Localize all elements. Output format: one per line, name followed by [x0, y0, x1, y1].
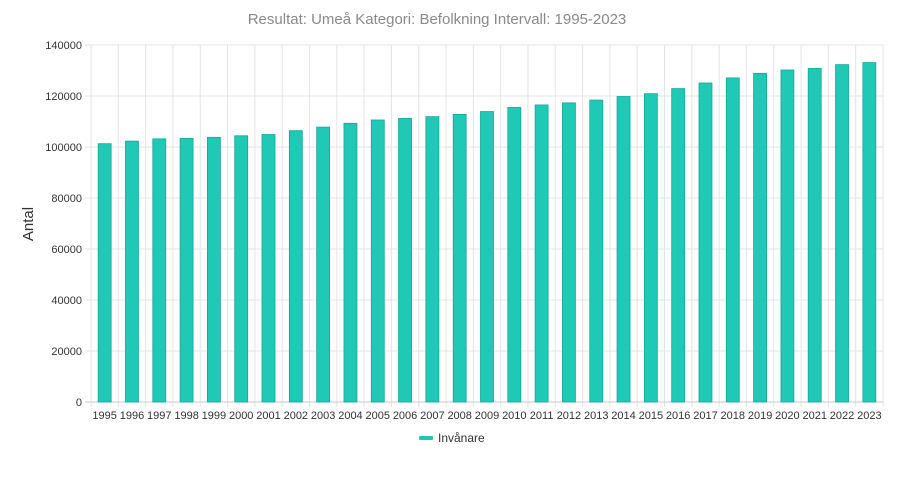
x-tick-label: 1996: [120, 410, 144, 422]
x-tick-label: 1995: [92, 410, 116, 422]
x-tick-label: 2012: [557, 410, 581, 422]
y-tick-label: 60000: [51, 244, 82, 256]
bar: [343, 122, 358, 403]
legend-label: Invånare: [438, 431, 485, 445]
x-tick-label: 2018: [721, 410, 745, 422]
x-tick-label: 2023: [857, 410, 881, 422]
x-tick-label: 2000: [229, 410, 253, 422]
bar: [643, 93, 658, 403]
x-tick-label: 2006: [393, 410, 417, 422]
x-tick-label: 2014: [611, 410, 635, 422]
x-tick-label: 2011: [530, 410, 554, 422]
x-tick-label: 2013: [584, 410, 608, 422]
x-tick-label: 2002: [284, 410, 308, 422]
x-tick-label: 2009: [475, 410, 499, 422]
bar: [480, 111, 494, 403]
legend-swatch: [419, 436, 433, 440]
bar: [862, 62, 877, 403]
x-tick-label: 2020: [775, 410, 799, 422]
y-tick-label: 40000: [51, 295, 82, 307]
legend[interactable]: Invånare: [419, 431, 485, 445]
bar: [807, 68, 822, 403]
x-tick-label: 1997: [147, 410, 171, 422]
bar: [616, 96, 631, 403]
x-axis-ticks: 1995 1996 1997 1998 1999 2000 2001 2002 2003 2004…: [92, 410, 881, 422]
bar: [234, 135, 249, 403]
bars: [97, 62, 877, 403]
bar: [671, 88, 686, 403]
bar: [152, 138, 167, 403]
bar: [780, 69, 795, 403]
y-tick-label: 20000: [51, 346, 82, 358]
x-tick-label: 2017: [693, 410, 717, 422]
x-tick-label: 2007: [420, 410, 444, 422]
x-tick-label: 1998: [174, 410, 198, 422]
bar: [534, 104, 549, 403]
x-tick-label: 2021: [802, 410, 826, 422]
bar: [179, 137, 194, 403]
bar: [206, 136, 221, 403]
chart-title: Resultat: Umeå Kategori: Befolkning Inte…: [248, 11, 627, 28]
bar: [725, 77, 740, 403]
y-axis-ticks: 0 20000 40000 60000 80000 100000 120000 140000: [45, 40, 82, 409]
x-tick-label: 2008: [447, 410, 471, 422]
bar: [261, 134, 276, 403]
y-tick-label: 80000: [51, 193, 82, 205]
bar: [452, 113, 467, 403]
bar: [589, 99, 604, 403]
bar: [97, 143, 112, 403]
bar: [425, 116, 440, 403]
y-tick-label: 100000: [45, 142, 82, 154]
x-tick-label: 2003: [311, 410, 335, 422]
x-tick-label: 2005: [366, 410, 390, 422]
bar: [698, 82, 713, 403]
bar: [753, 72, 768, 403]
bar: [316, 126, 331, 403]
y-tick-label: 140000: [45, 40, 82, 52]
y-axis-label: Antal: [20, 207, 37, 241]
bar: [288, 130, 303, 403]
x-tick-label: 2010: [502, 410, 526, 422]
bar: [562, 102, 576, 403]
x-tick-label: 1999: [202, 410, 226, 422]
x-tick-label: 2019: [748, 410, 772, 422]
x-tick-label: 2015: [639, 410, 663, 422]
x-tick-label: 2001: [256, 410, 280, 422]
bar: [835, 64, 849, 403]
x-tick-label: 2004: [338, 410, 362, 422]
x-tick-label: 2016: [666, 410, 690, 422]
bar: [125, 140, 139, 403]
y-tick-label: 120000: [45, 91, 82, 103]
y-tick-label: 0: [76, 397, 82, 409]
x-tick-label: 2022: [830, 410, 854, 422]
bar: [507, 107, 522, 403]
bar: [370, 119, 385, 403]
bar: [398, 118, 412, 403]
